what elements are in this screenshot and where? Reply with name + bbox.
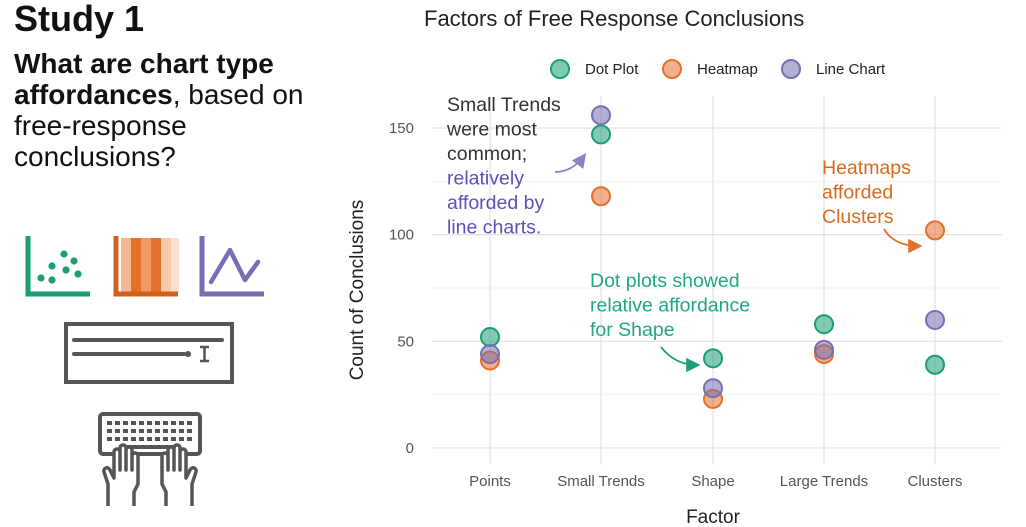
annotation-text: afforded by bbox=[447, 192, 544, 214]
text-input-icon bbox=[64, 322, 234, 384]
x-axis-label: Factor bbox=[686, 507, 741, 527]
y-tick-label: 50 bbox=[397, 333, 414, 350]
data-point bbox=[703, 378, 723, 399]
annotation-text: Clusters bbox=[822, 206, 894, 228]
left-panel: Study 1 What are chart type affordances,… bbox=[0, 0, 330, 527]
data-point bbox=[480, 344, 500, 365]
chart: Factors of Free Response Conclusions Dot… bbox=[347, 6, 1002, 527]
annotation-text: common; bbox=[447, 143, 527, 165]
annotation-text: Small Trends bbox=[447, 94, 561, 116]
data-point bbox=[591, 124, 611, 145]
y-tick-label: 100 bbox=[389, 227, 414, 244]
annotation-text: Dot plots showed bbox=[590, 270, 740, 292]
data-point bbox=[814, 314, 834, 335]
question-bold: What are chart type affordances bbox=[14, 48, 274, 110]
legend-swatch bbox=[550, 59, 570, 79]
chart-legend: Dot Plot Heatmap Line Chart bbox=[550, 59, 886, 79]
dot-plot-icon bbox=[25, 236, 90, 297]
data-point bbox=[925, 220, 945, 241]
annotation-arrow bbox=[554, 153, 587, 173]
y-axis-label: Count of Conclusions bbox=[347, 200, 368, 381]
x-tick-label: Points bbox=[469, 473, 511, 490]
y-axis-ticks: 0 50 100 150 bbox=[389, 120, 414, 457]
data-points bbox=[480, 105, 945, 409]
data-point bbox=[925, 309, 945, 330]
data-point bbox=[591, 186, 611, 207]
question-rest: , based on free-response conclusions? bbox=[14, 79, 304, 172]
research-question: What are chart type affordances, based o… bbox=[14, 48, 324, 172]
legend-label: Dot Plot bbox=[585, 61, 639, 78]
gridlines bbox=[432, 96, 1002, 465]
legend-swatch bbox=[781, 59, 801, 79]
annotation-text: Heatmaps bbox=[822, 157, 911, 179]
study-title: Study 1 bbox=[14, 0, 145, 39]
annotation-arrow bbox=[883, 228, 923, 254]
line-chart-icon bbox=[199, 236, 264, 297]
annotation-text: relative affordance bbox=[590, 295, 750, 317]
annotation-text: for Shape bbox=[590, 319, 675, 341]
data-point bbox=[925, 354, 945, 375]
y-tick-label: 0 bbox=[406, 440, 414, 457]
chart-title: Factors of Free Response Conclusions bbox=[424, 6, 804, 31]
x-axis-ticks: Points Small Trends Shape Large Trends Clust… bbox=[469, 473, 962, 490]
data-point bbox=[703, 348, 723, 369]
x-tick-label: Shape bbox=[691, 473, 734, 490]
data-point bbox=[814, 339, 834, 360]
annotation-arrow bbox=[660, 346, 701, 373]
annotation-text: line charts. bbox=[447, 217, 541, 239]
annotation-text: relatively bbox=[447, 168, 524, 190]
data-point bbox=[480, 327, 500, 348]
keyboard-hands-icon bbox=[98, 412, 202, 506]
annotation-text: were most bbox=[446, 119, 538, 141]
x-tick-label: Clusters bbox=[907, 473, 962, 490]
data-point bbox=[591, 105, 611, 126]
legend-swatch bbox=[662, 59, 682, 79]
annotation-text: afforded bbox=[822, 182, 893, 204]
legend-label: Heatmap bbox=[697, 61, 758, 78]
legend-label: Line Chart bbox=[816, 61, 886, 78]
y-tick-label: 150 bbox=[389, 120, 414, 137]
heatmap-icon bbox=[113, 236, 179, 297]
x-tick-label: Small Trends bbox=[557, 473, 645, 490]
x-tick-label: Large Trends bbox=[780, 473, 868, 490]
